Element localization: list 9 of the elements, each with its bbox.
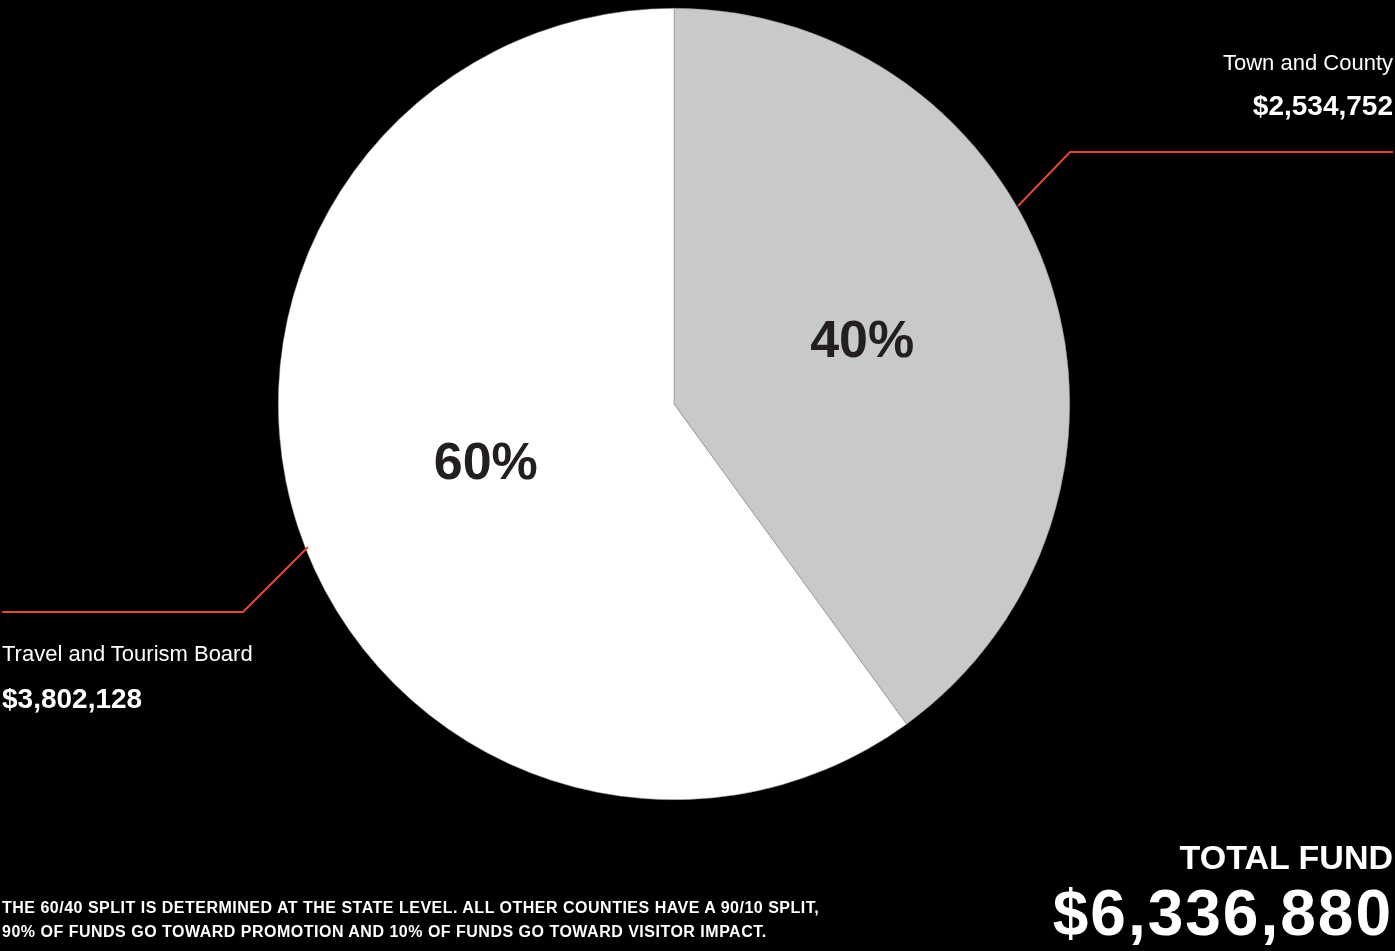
text: $6,336,880: [1052, 876, 1393, 950]
text: TOTAL FUND: [1179, 838, 1393, 877]
text: $3,802,128: [2, 683, 143, 715]
text: $2,534,752: [1252, 90, 1393, 122]
slice-label: Travel and Tourism Board: [2, 641, 253, 667]
slice-label: Town and County: [1223, 50, 1393, 76]
text: THE 60/40 SPLIT IS DETERMINED AT THE STATE LEVEL. ALL OTHER COUNTIES HAVE A 90/10 SPLIT, 90% OF FUNDS GO TOWARD PROMOTION AND 10% OF FUNDS GO TOWARD VISITOR IMPACT.: [2, 898, 821, 942]
data-label: 60%: [433, 432, 538, 491]
data-label: 40%: [810, 310, 915, 369]
